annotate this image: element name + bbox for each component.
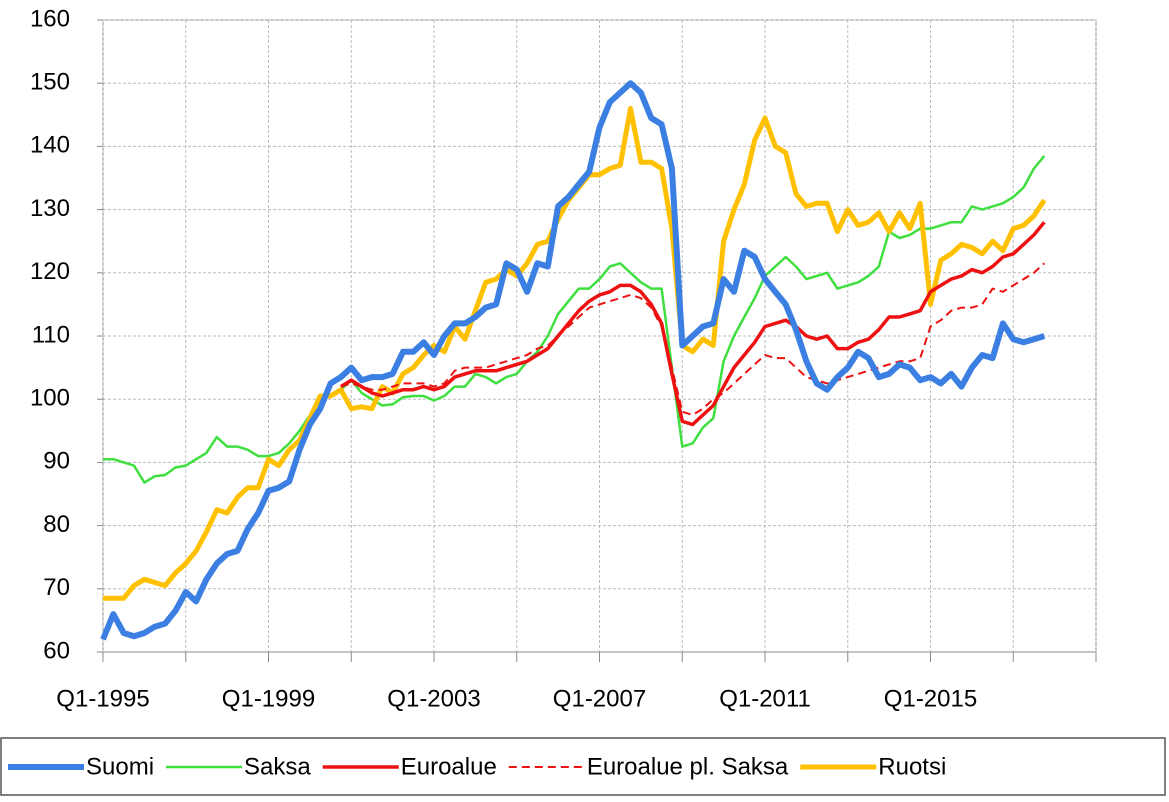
x-tick-label: Q1-1999 xyxy=(222,685,315,712)
y-tick-label: 70 xyxy=(43,574,70,601)
x-tick-label: Q1-2011 xyxy=(719,685,811,712)
series-line xyxy=(103,155,1046,484)
legend-label: Saksa xyxy=(244,753,311,780)
y-tick-label: 150 xyxy=(30,69,70,96)
y-tick-label: 130 xyxy=(30,195,70,222)
y-tick-label: 140 xyxy=(30,132,70,159)
y-tick-label: 120 xyxy=(30,258,70,285)
series-line xyxy=(100,80,1046,641)
y-tick-label: 100 xyxy=(30,385,70,412)
y-tick-label: 60 xyxy=(43,637,70,664)
legend-label: Ruotsi xyxy=(878,753,946,780)
y-tick-label: 160 xyxy=(30,5,70,32)
x-tick-label: Q1-2003 xyxy=(387,685,480,712)
y-tick-label: 90 xyxy=(43,448,70,475)
x-tick-label: Q1-2015 xyxy=(884,685,977,712)
series-line xyxy=(103,106,1047,601)
legend-label: Euroalue xyxy=(401,753,497,780)
y-tick-label: 110 xyxy=(32,321,70,348)
legend-label: Suomi xyxy=(86,753,154,780)
x-tick-label: Q1-2007 xyxy=(553,685,646,712)
legend-label: Euroalue pl. Saksa xyxy=(587,753,789,780)
series-line xyxy=(339,221,1046,427)
x-tick-label: Q1-1995 xyxy=(56,685,149,712)
y-tick-label: 80 xyxy=(43,511,70,538)
